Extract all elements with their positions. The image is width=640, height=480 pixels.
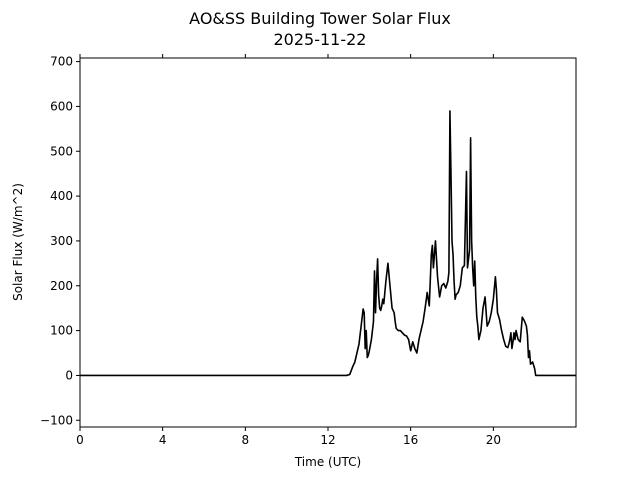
solar-flux-series-line bbox=[80, 110, 576, 377]
y-tick-label: 400 bbox=[50, 189, 73, 203]
y-axis-label: Solar Flux (W/m^2) bbox=[11, 183, 25, 301]
y-tick-label: 0 bbox=[65, 368, 73, 382]
y-tick-label: 500 bbox=[50, 144, 73, 158]
x-tick-label: 4 bbox=[159, 433, 167, 447]
x-tick-label: 8 bbox=[242, 433, 250, 447]
axes-frame bbox=[79, 57, 577, 428]
y-tick-label: 100 bbox=[50, 324, 73, 338]
chart-title: AO&SS Building Tower Solar Flux bbox=[189, 9, 451, 28]
y-tick-label: 700 bbox=[50, 55, 73, 69]
y-tick-label: 200 bbox=[50, 279, 73, 293]
x-axis-label: Time (UTC) bbox=[294, 455, 361, 469]
x-axis: 0 4 8 12 16 20 bbox=[76, 54, 501, 447]
x-tick-label: 0 bbox=[76, 433, 84, 447]
y-tick-label: 600 bbox=[50, 99, 73, 113]
x-tick-label: 20 bbox=[486, 433, 501, 447]
y-axis: −100 0 100 200 300 400 500 600 700 bbox=[40, 55, 80, 427]
chart-subtitle: 2025-11-22 bbox=[274, 30, 367, 49]
y-tick-label: −100 bbox=[40, 413, 73, 427]
plot-area bbox=[80, 110, 576, 377]
y-tick-label: 300 bbox=[50, 234, 73, 248]
x-tick-label: 12 bbox=[320, 433, 335, 447]
x-tick-label: 16 bbox=[403, 433, 418, 447]
